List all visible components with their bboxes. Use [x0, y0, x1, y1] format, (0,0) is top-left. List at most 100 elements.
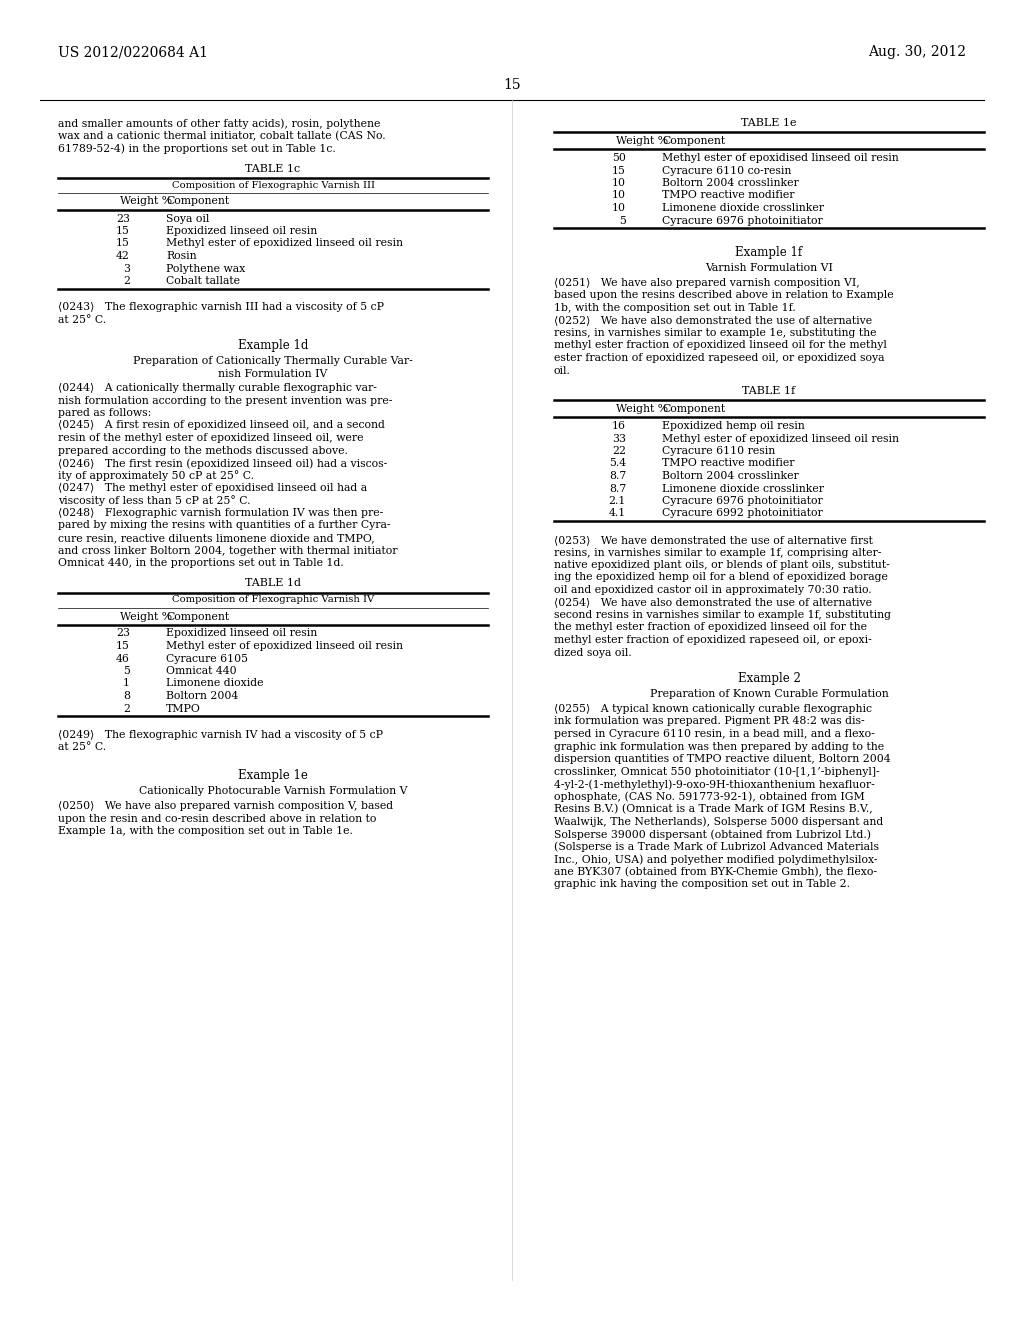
- Text: 3: 3: [123, 264, 130, 273]
- Text: nish Formulation IV: nish Formulation IV: [218, 370, 328, 379]
- Text: Cyracure 6976 photoinitiator: Cyracure 6976 photoinitiator: [662, 496, 822, 506]
- Text: resins, in varnishes similar to example 1e, substituting the: resins, in varnishes similar to example …: [554, 327, 877, 338]
- Text: ⟨0244⟩   A cationically thermally curable flexographic var-: ⟨0244⟩ A cationically thermally curable …: [58, 383, 377, 393]
- Text: Example 2: Example 2: [737, 672, 801, 685]
- Text: 42: 42: [116, 251, 130, 261]
- Text: 10: 10: [612, 190, 626, 201]
- Text: Example 1f: Example 1f: [735, 246, 803, 259]
- Text: TABLE 1d: TABLE 1d: [245, 578, 301, 589]
- Text: Boltorn 2004 crosslinker: Boltorn 2004 crosslinker: [662, 471, 799, 480]
- Text: TABLE 1f: TABLE 1f: [742, 385, 796, 396]
- Text: (Solsperse is a Trade Mark of Lubrizol Advanced Materials: (Solsperse is a Trade Mark of Lubrizol A…: [554, 842, 879, 853]
- Text: resin of the methyl ester of epoxidized linseed oil, were: resin of the methyl ester of epoxidized …: [58, 433, 364, 444]
- Text: Cyracure 6110 co-resin: Cyracure 6110 co-resin: [662, 165, 792, 176]
- Text: Epoxidized linseed oil resin: Epoxidized linseed oil resin: [166, 628, 317, 639]
- Text: based upon the resins described above in relation to Example: based upon the resins described above in…: [554, 290, 894, 301]
- Text: at 25° C.: at 25° C.: [58, 315, 106, 325]
- Text: ophosphate, (CAS No. 591773-92-1), obtained from IGM: ophosphate, (CAS No. 591773-92-1), obtai…: [554, 792, 864, 803]
- Text: Omnicat 440, in the proportions set out in Table 1d.: Omnicat 440, in the proportions set out …: [58, 558, 344, 568]
- Text: ink formulation was prepared. Pigment PR 48:2 was dis-: ink formulation was prepared. Pigment PR…: [554, 717, 864, 726]
- Text: Omnicat 440: Omnicat 440: [166, 667, 237, 676]
- Text: Epoxidized linseed oil resin: Epoxidized linseed oil resin: [166, 226, 317, 236]
- Text: 5: 5: [123, 667, 130, 676]
- Text: Solsperse 39000 dispersant (obtained from Lubrizol Ltd.): Solsperse 39000 dispersant (obtained fro…: [554, 829, 871, 840]
- Text: the methyl ester fraction of epoxidized linseed oil for the: the methyl ester fraction of epoxidized …: [554, 623, 867, 632]
- Text: Polythene wax: Polythene wax: [166, 264, 246, 273]
- Text: resins, in varnishes similar to example 1f, comprising alter-: resins, in varnishes similar to example …: [554, 548, 882, 557]
- Text: ing the epoxidized hemp oil for a blend of epoxidized borage: ing the epoxidized hemp oil for a blend …: [554, 573, 888, 582]
- Text: 2: 2: [123, 276, 130, 286]
- Text: 23: 23: [116, 628, 130, 639]
- Text: viscosity of less than 5 cP at 25° C.: viscosity of less than 5 cP at 25° C.: [58, 495, 251, 507]
- Text: Example 1d: Example 1d: [238, 339, 308, 352]
- Text: wax and a cationic thermal initiator, cobalt tallate (CAS No.: wax and a cationic thermal initiator, co…: [58, 131, 386, 141]
- Text: 2.1: 2.1: [608, 496, 626, 506]
- Text: Limonene dioxide: Limonene dioxide: [166, 678, 263, 689]
- Text: Component: Component: [166, 197, 229, 206]
- Text: Methyl ester of epoxidized linseed oil resin: Methyl ester of epoxidized linseed oil r…: [166, 642, 403, 651]
- Text: Rosin: Rosin: [166, 251, 197, 261]
- Text: 16: 16: [612, 421, 626, 432]
- Text: Waalwijk, The Netherlands), Solsperse 5000 dispersant and: Waalwijk, The Netherlands), Solsperse 50…: [554, 817, 884, 828]
- Text: 8.7: 8.7: [608, 483, 626, 494]
- Text: 8.7: 8.7: [608, 471, 626, 480]
- Text: 33: 33: [612, 433, 626, 444]
- Text: TABLE 1c: TABLE 1c: [246, 164, 301, 173]
- Text: TMPO reactive modifier: TMPO reactive modifier: [662, 190, 795, 201]
- Text: at 25° C.: at 25° C.: [58, 742, 106, 752]
- Text: cure resin, reactive diluents limonene dioxide and TMPO,: cure resin, reactive diluents limonene d…: [58, 533, 375, 543]
- Text: Cyracure 6976 photoinitiator: Cyracure 6976 photoinitiator: [662, 215, 822, 226]
- Text: 10: 10: [612, 203, 626, 213]
- Text: Boltorn 2004: Boltorn 2004: [166, 690, 239, 701]
- Text: and cross linker Boltorn 2004, together with thermal initiator: and cross linker Boltorn 2004, together …: [58, 545, 397, 556]
- Text: Limonene dioxide crosslinker: Limonene dioxide crosslinker: [662, 203, 824, 213]
- Text: ⟨0253⟩   We have demonstrated the use of alternative first: ⟨0253⟩ We have demonstrated the use of a…: [554, 535, 872, 545]
- Text: Methyl ester of epoxidized linseed oil resin: Methyl ester of epoxidized linseed oil r…: [166, 239, 403, 248]
- Text: Boltorn 2004 crosslinker: Boltorn 2004 crosslinker: [662, 178, 799, 187]
- Text: 1: 1: [123, 678, 130, 689]
- Text: 50: 50: [612, 153, 626, 162]
- Text: Cyracure 6110 resin: Cyracure 6110 resin: [662, 446, 775, 455]
- Text: ⟨0243⟩   The flexographic varnish III had a viscosity of 5 cP: ⟨0243⟩ The flexographic varnish III had …: [58, 302, 384, 313]
- Text: Aug. 30, 2012: Aug. 30, 2012: [868, 45, 966, 59]
- Text: Weight %: Weight %: [616, 136, 668, 147]
- Text: Composition of Flexographic Varnish IV: Composition of Flexographic Varnish IV: [172, 595, 374, 605]
- Text: Composition of Flexographic Varnish III: Composition of Flexographic Varnish III: [171, 181, 375, 190]
- Text: prepared according to the methods discussed above.: prepared according to the methods discus…: [58, 446, 348, 455]
- Text: 15: 15: [116, 239, 130, 248]
- Text: upon the resin and co-resin described above in relation to: upon the resin and co-resin described ab…: [58, 813, 377, 824]
- Text: ⟨0252⟩   We have also demonstrated the use of alternative: ⟨0252⟩ We have also demonstrated the use…: [554, 315, 872, 326]
- Text: graphic ink having the composition set out in Table 2.: graphic ink having the composition set o…: [554, 879, 850, 888]
- Text: 46: 46: [116, 653, 130, 664]
- Text: US 2012/0220684 A1: US 2012/0220684 A1: [58, 45, 208, 59]
- Text: and smaller amounts of other fatty acids), rosin, polythene: and smaller amounts of other fatty acids…: [58, 117, 380, 128]
- Text: 4.1: 4.1: [608, 508, 626, 519]
- Text: Weight %: Weight %: [120, 197, 172, 206]
- Text: 22: 22: [612, 446, 626, 455]
- Text: 15: 15: [116, 642, 130, 651]
- Text: 1b, with the composition set out in Table 1f.: 1b, with the composition set out in Tabl…: [554, 304, 796, 313]
- Text: nish formulation according to the present invention was pre-: nish formulation according to the presen…: [58, 396, 392, 405]
- Text: Component: Component: [662, 136, 725, 147]
- Text: oil and epoxidized castor oil in approximately 70:30 ratio.: oil and epoxidized castor oil in approxi…: [554, 585, 871, 595]
- Text: Component: Component: [166, 611, 229, 622]
- Text: ⟨0245⟩   A first resin of epoxidized linseed oil, and a second: ⟨0245⟩ A first resin of epoxidized linse…: [58, 421, 385, 430]
- Text: ⟨0254⟩   We have also demonstrated the use of alternative: ⟨0254⟩ We have also demonstrated the use…: [554, 598, 872, 607]
- Text: dized soya oil.: dized soya oil.: [554, 648, 632, 657]
- Text: Methyl ester of epoxidised linseed oil resin: Methyl ester of epoxidised linseed oil r…: [662, 153, 899, 162]
- Text: Limonene dioxide crosslinker: Limonene dioxide crosslinker: [662, 483, 824, 494]
- Text: native epoxidized plant oils, or blends of plant oils, substitut-: native epoxidized plant oils, or blends …: [554, 560, 890, 570]
- Text: Example 1e: Example 1e: [238, 770, 308, 781]
- Text: dispersion quantities of TMPO reactive diluent, Boltorn 2004: dispersion quantities of TMPO reactive d…: [554, 754, 891, 764]
- Text: ity of approximately 50 cP at 25° C.: ity of approximately 50 cP at 25° C.: [58, 470, 254, 482]
- Text: Epoxidized hemp oil resin: Epoxidized hemp oil resin: [662, 421, 805, 432]
- Text: Resins B.V.) (Omnicat is a Trade Mark of IGM Resins B.V.,: Resins B.V.) (Omnicat is a Trade Mark of…: [554, 804, 872, 814]
- Text: 15: 15: [503, 78, 521, 92]
- Text: Weight %: Weight %: [120, 611, 172, 622]
- Text: Preparation of Cationically Thermally Curable Var-: Preparation of Cationically Thermally Cu…: [133, 356, 413, 367]
- Text: ⟨0248⟩   Flexographic varnish formulation IV was then pre-: ⟨0248⟩ Flexographic varnish formulation …: [58, 508, 383, 517]
- Text: graphic ink formulation was then prepared by adding to the: graphic ink formulation was then prepare…: [554, 742, 884, 751]
- Text: 10: 10: [612, 178, 626, 187]
- Text: Weight %: Weight %: [616, 404, 668, 414]
- Text: oil.: oil.: [554, 366, 570, 375]
